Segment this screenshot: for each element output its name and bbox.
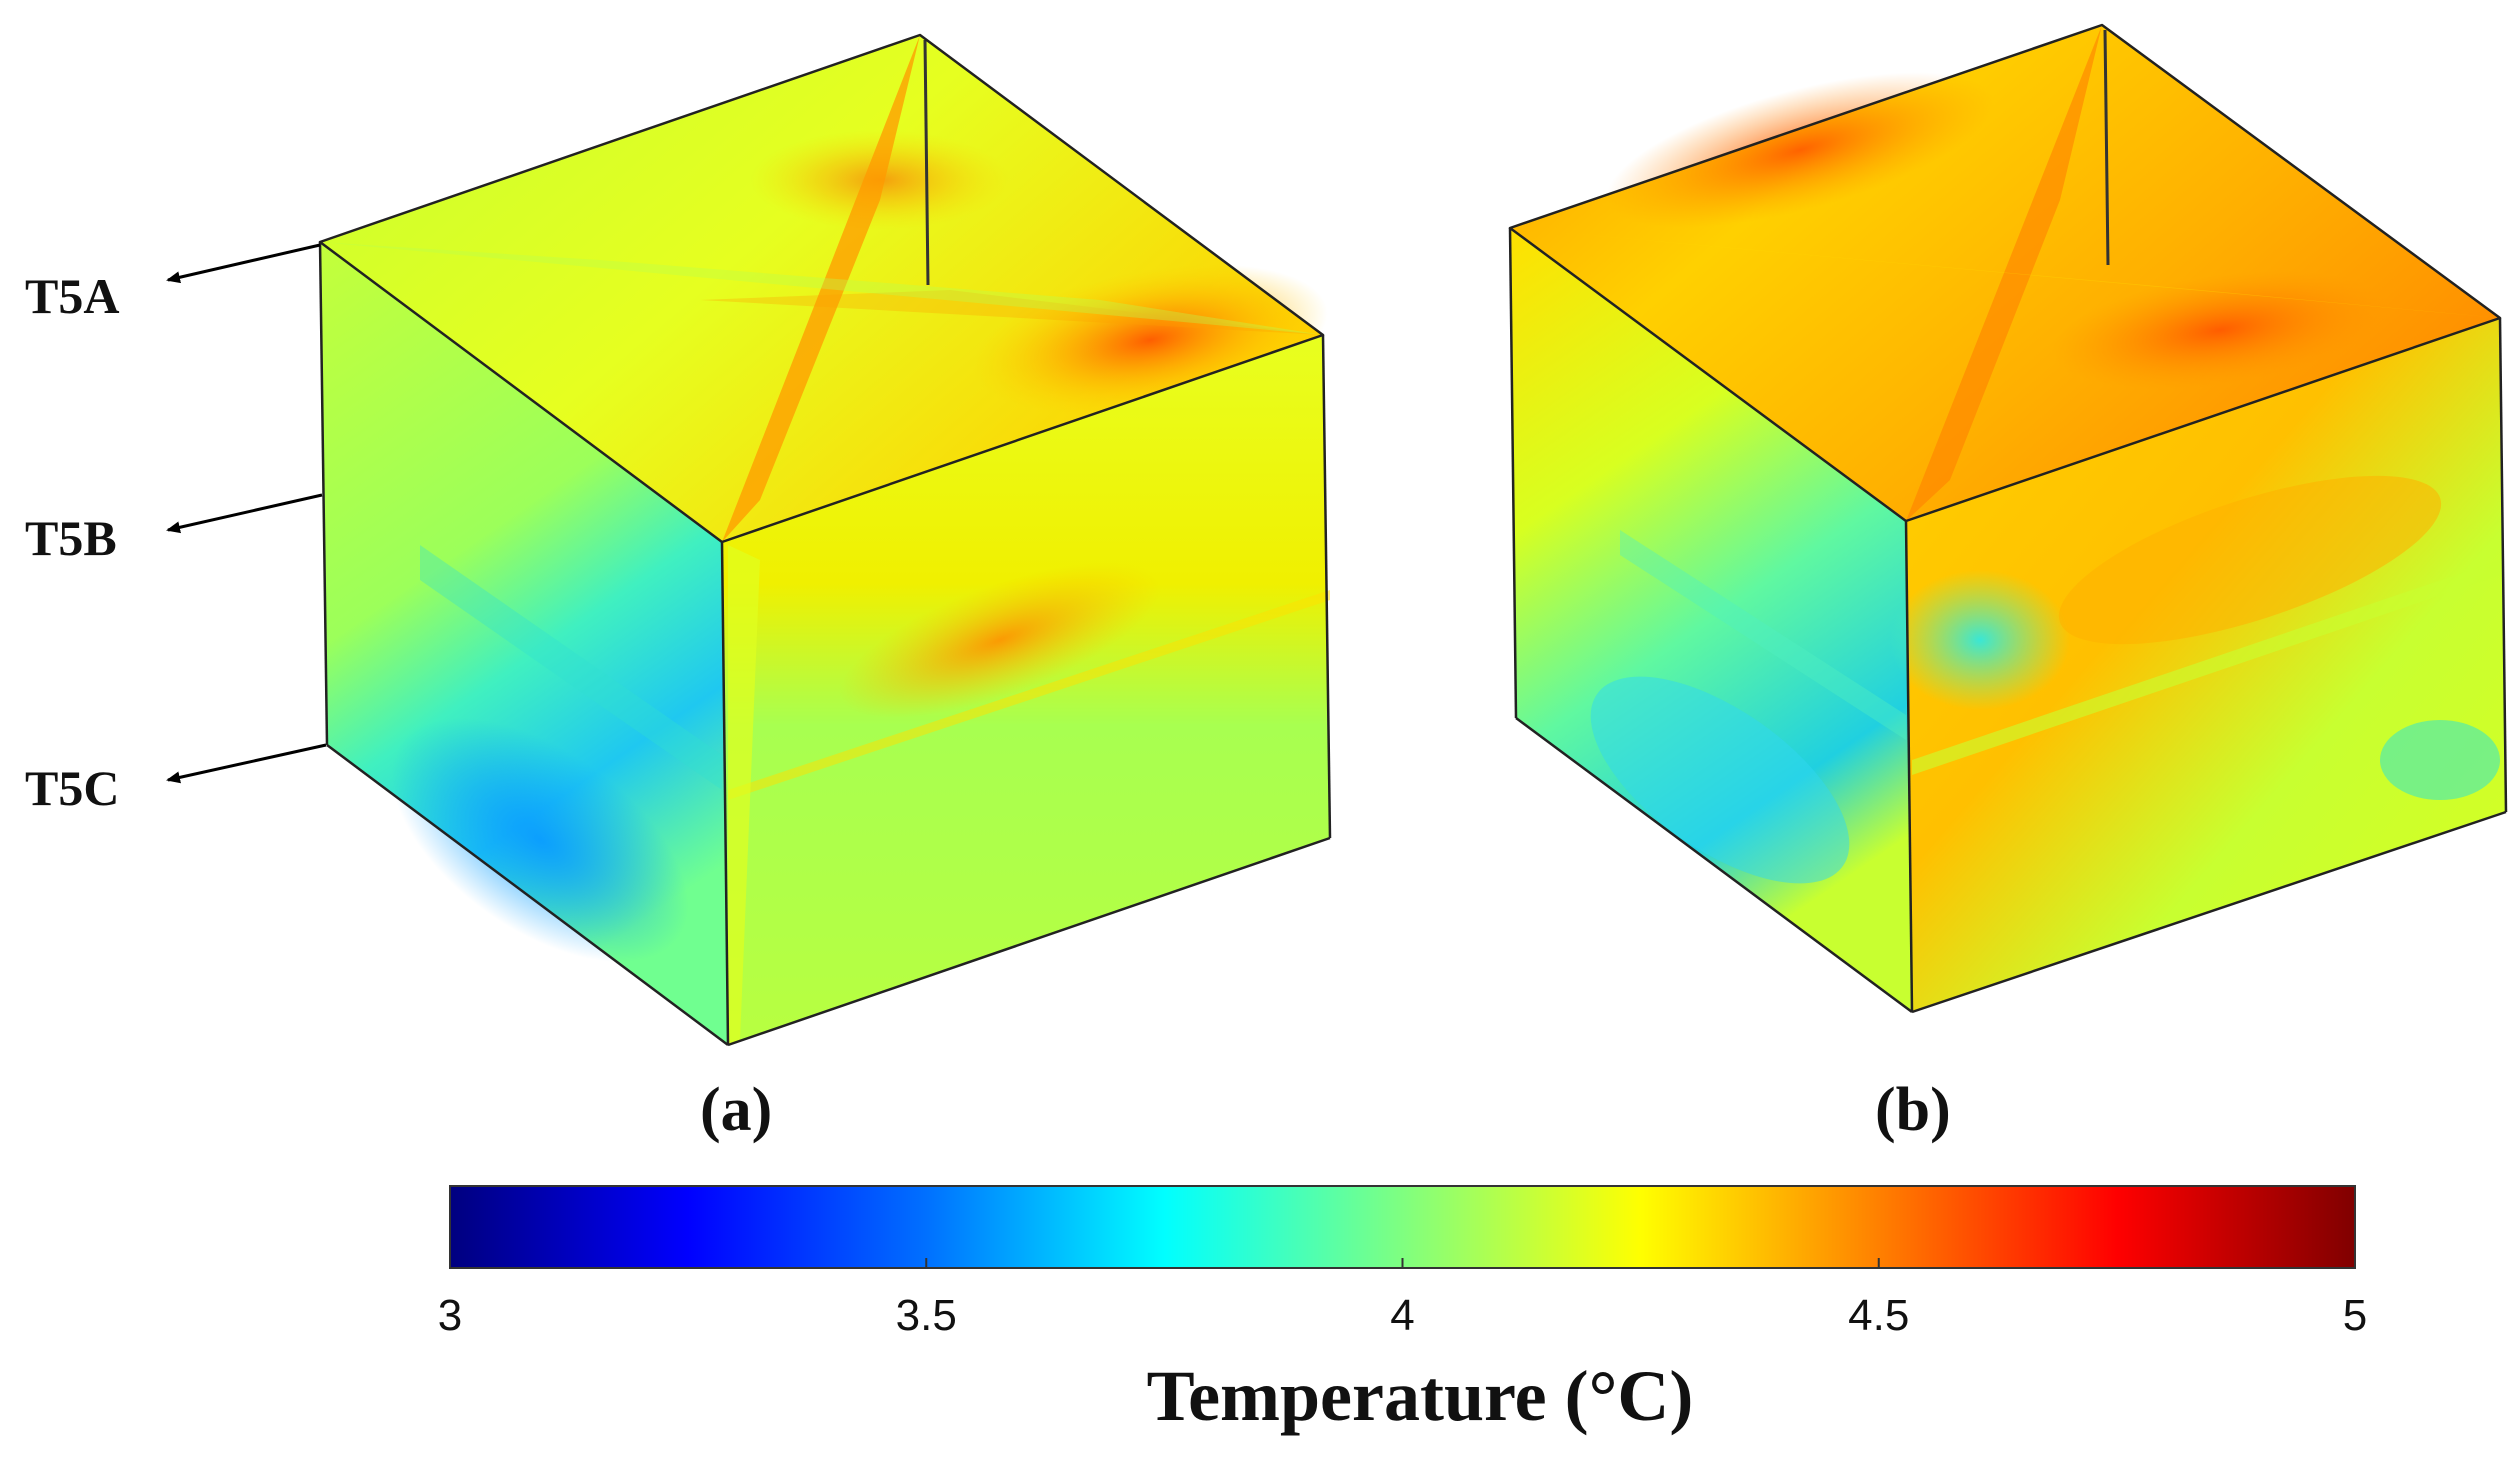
colorbar-gradient	[449, 1185, 2356, 1269]
label-t5c: T5C	[25, 760, 119, 816]
label-t5a: T5A	[25, 268, 119, 324]
cube-a-right-face	[722, 335, 1330, 1045]
colorbar-tick-label: 3	[438, 1291, 462, 1340]
panel-caption-a: (a)	[700, 1076, 772, 1144]
colorbar-tick-label: 5	[2343, 1291, 2367, 1340]
colorbar: 3 3.5 4 4.5 5 Temperature (°C)	[438, 1185, 2367, 1436]
label-t5b: T5B	[25, 510, 117, 566]
arrow-t5b	[166, 493, 323, 534]
colorbar-tick-label: 4.5	[1848, 1291, 1909, 1340]
panel-caption-b: (b)	[1875, 1076, 1951, 1144]
cube-b	[1508, 23, 2508, 1014]
colorbar-tick-label: 4	[1390, 1291, 1414, 1340]
colorbar-title: Temperature (°C)	[1147, 1356, 1694, 1436]
colorbar-ticks: 3 3.5 4 4.5 5	[438, 1258, 2367, 1340]
cube-a	[318, 33, 1332, 1047]
arrow-t5c	[166, 743, 327, 784]
colorbar-tick-label: 3.5	[896, 1291, 957, 1340]
plane-labels: T5A T5B T5C	[25, 243, 327, 816]
arrow-t5a	[166, 243, 321, 284]
